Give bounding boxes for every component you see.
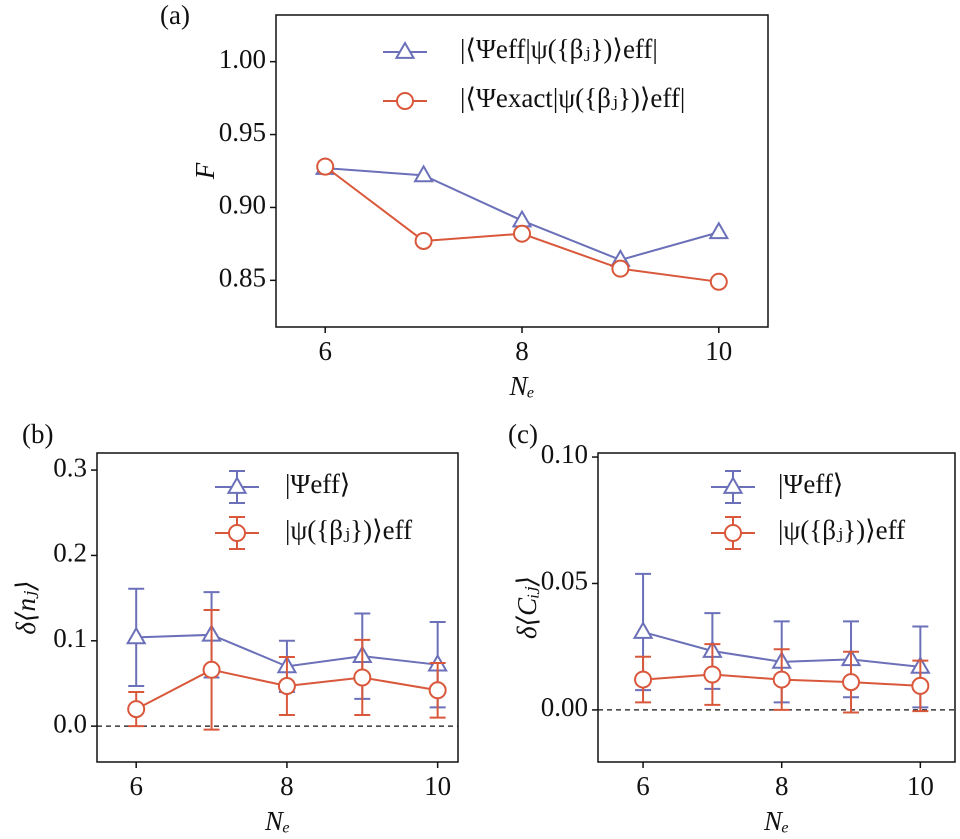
x-tick-label: 10 xyxy=(424,771,451,801)
plot-frame xyxy=(597,452,956,763)
legend-label: |⟨Ψeff|ψ({βⱼ})⟩eff| xyxy=(460,34,658,64)
circle-marker xyxy=(127,700,146,719)
triangle-marker xyxy=(708,221,730,240)
circle-marker xyxy=(724,524,742,542)
triangle-marker xyxy=(632,621,654,639)
legend-label: |⟨Ψexact|ψ({βⱼ})⟩eff| xyxy=(460,83,685,113)
x-tick-label: 6 xyxy=(318,336,332,366)
x-axis-label: Nₑ xyxy=(264,806,290,836)
y-tick-label: 0.2 xyxy=(53,538,87,568)
y-tick-label: 0.1 xyxy=(53,623,87,653)
y-tick-label: 1.00 xyxy=(219,44,266,74)
triangle-marker xyxy=(394,40,416,59)
triangle-marker xyxy=(226,475,248,494)
y-tick-label: 0.3 xyxy=(53,452,87,482)
circle-marker xyxy=(611,259,630,278)
circle-marker xyxy=(842,673,861,692)
circle-marker xyxy=(228,524,246,542)
triangle-marker xyxy=(722,475,744,494)
circle-marker xyxy=(703,665,722,684)
y-tick-label: 0.95 xyxy=(219,117,266,147)
circle-marker xyxy=(202,660,221,679)
triangle-marker xyxy=(413,164,434,183)
triangle-marker xyxy=(511,209,533,228)
circle-marker xyxy=(911,676,930,695)
y-tick-label: 0.85 xyxy=(219,263,266,293)
x-axis-label: Nₑ xyxy=(508,371,534,401)
panel-label: (c) xyxy=(508,419,538,449)
y-tick-label: 0.90 xyxy=(219,190,266,220)
panel-label: (b) xyxy=(22,419,53,449)
legend-label: |Ψeff⟩ xyxy=(778,469,843,499)
x-tick-label: 8 xyxy=(775,771,789,801)
circle-marker xyxy=(709,272,728,291)
y-tick-label: 0.10 xyxy=(541,439,588,469)
circle-marker xyxy=(316,157,335,176)
x-axis-label: Nₑ xyxy=(763,806,789,836)
y-axis-label: δ⟨nⱼ⟩ xyxy=(11,580,41,634)
x-tick-label: 8 xyxy=(515,336,529,366)
legend-label: |ψ({βⱼ})⟩eff xyxy=(778,515,905,545)
circle-marker xyxy=(772,670,791,689)
y-axis-label: δ⟨Cᵢⱼ⟩ xyxy=(512,576,542,639)
legend-label: |ψ({βⱼ})⟩eff xyxy=(285,515,412,545)
circle-marker xyxy=(513,224,531,243)
x-tick-label: 8 xyxy=(280,771,294,801)
circle-marker xyxy=(428,681,447,700)
panel-label: (a) xyxy=(160,0,190,30)
circle-marker xyxy=(353,668,372,687)
x-tick-label: 10 xyxy=(907,771,934,801)
x-tick-label: 6 xyxy=(636,771,650,801)
legend-label: |Ψeff⟩ xyxy=(285,469,350,499)
circle-marker xyxy=(396,92,414,110)
y-tick-label: 0.05 xyxy=(541,566,588,596)
y-tick-label: 0.00 xyxy=(541,692,588,722)
triangle-marker xyxy=(125,626,147,645)
circle-marker xyxy=(634,670,653,689)
circle-marker xyxy=(277,677,296,696)
x-tick-label: 10 xyxy=(705,336,732,366)
y-tick-label: 0.0 xyxy=(53,708,87,738)
x-tick-label: 6 xyxy=(129,771,143,801)
y-axis-label: F xyxy=(190,162,220,180)
plot-frame xyxy=(96,452,459,763)
circle-marker xyxy=(414,231,433,250)
